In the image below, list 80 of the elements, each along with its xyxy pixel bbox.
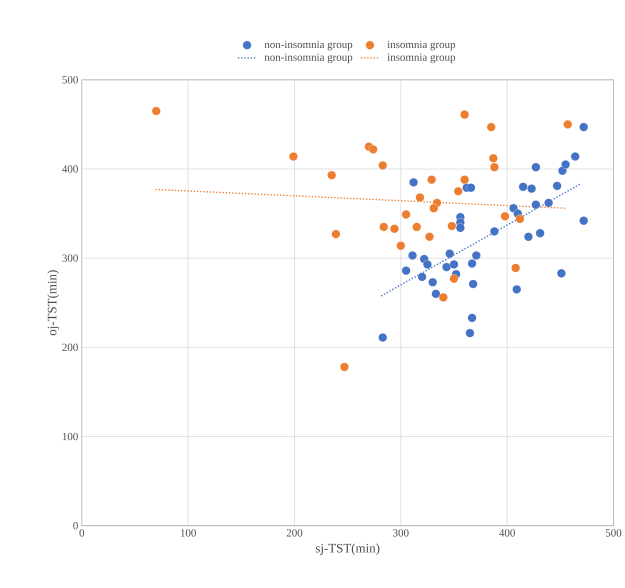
point <box>409 178 418 188</box>
point <box>332 230 340 239</box>
point <box>468 314 476 323</box>
point <box>524 232 533 242</box>
point <box>531 162 540 172</box>
point <box>416 193 424 202</box>
point <box>488 154 498 163</box>
point <box>396 241 406 250</box>
point <box>472 251 481 260</box>
point <box>466 183 476 192</box>
y-tick-label: 500 <box>62 76 78 84</box>
point <box>428 278 438 287</box>
point <box>552 182 562 191</box>
x-tick-label: 400 <box>499 529 515 537</box>
point <box>579 122 588 132</box>
point <box>340 362 349 372</box>
point <box>563 120 572 130</box>
point <box>408 251 417 260</box>
point <box>378 333 388 342</box>
point <box>544 198 554 208</box>
point <box>390 224 399 234</box>
point <box>378 161 388 170</box>
point <box>402 210 411 220</box>
x-tick-label: 500 <box>606 529 622 537</box>
point <box>288 152 298 162</box>
point <box>379 222 388 232</box>
point <box>527 184 536 194</box>
point <box>450 274 458 284</box>
point <box>465 328 474 338</box>
point <box>468 259 476 268</box>
point <box>422 260 432 270</box>
point <box>429 204 438 213</box>
x-axis-title: sj-TST(min) <box>316 544 380 556</box>
point <box>418 272 427 282</box>
point <box>442 262 451 272</box>
point <box>456 224 465 232</box>
point <box>515 214 524 224</box>
y-tick-label: 400 <box>62 166 78 173</box>
point <box>486 122 496 132</box>
point <box>536 228 545 238</box>
point <box>531 200 540 210</box>
point <box>327 171 336 180</box>
point <box>561 160 570 170</box>
y-tick-label: 0 <box>73 522 78 530</box>
point <box>425 232 434 242</box>
point <box>438 293 448 302</box>
point <box>152 106 161 116</box>
point <box>431 290 440 298</box>
x-tick-label: 300 <box>393 529 409 537</box>
point <box>368 145 378 154</box>
point <box>518 182 528 192</box>
point <box>450 260 458 270</box>
point <box>460 175 470 184</box>
y-tick-label: 300 <box>62 254 78 262</box>
point <box>402 266 411 276</box>
point <box>427 175 436 184</box>
point <box>447 222 456 231</box>
point <box>460 110 470 120</box>
point <box>490 162 499 172</box>
point <box>490 227 499 236</box>
y-axis-title: oj-TST(min) <box>47 270 60 336</box>
point <box>500 212 510 221</box>
x-tick-label: 0 <box>79 529 84 537</box>
point <box>556 269 566 278</box>
point <box>454 187 463 196</box>
legend-label: insomnia group <box>387 54 456 64</box>
x-tick-label: 100 <box>180 529 196 537</box>
y-tick-label: 100 <box>62 433 78 440</box>
point <box>512 285 522 294</box>
point <box>468 280 478 289</box>
legend-label: non-insomnia group <box>264 41 352 51</box>
point <box>412 222 422 232</box>
legend-label: insomnia group <box>387 41 456 51</box>
y-tick-label: 200 <box>62 344 78 352</box>
point <box>579 216 588 226</box>
point <box>570 152 580 162</box>
x-tick-label: 200 <box>286 529 302 537</box>
legend-label: non-insomnia group <box>264 54 352 64</box>
point <box>445 249 454 258</box>
point <box>511 264 520 273</box>
